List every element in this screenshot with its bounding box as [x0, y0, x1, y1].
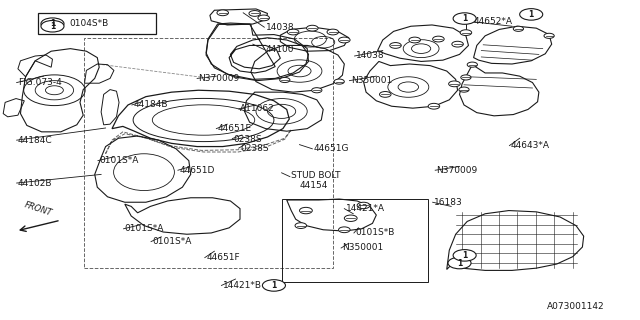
- Text: 44154: 44154: [300, 181, 328, 190]
- Text: 0104S*B: 0104S*B: [69, 19, 108, 28]
- Text: 1: 1: [462, 251, 467, 260]
- Circle shape: [217, 10, 228, 16]
- Circle shape: [461, 75, 471, 80]
- Circle shape: [295, 223, 307, 228]
- Circle shape: [380, 92, 391, 97]
- Text: 44651G: 44651G: [314, 144, 349, 153]
- Text: 1: 1: [50, 22, 55, 31]
- Circle shape: [520, 9, 543, 20]
- Text: STUD BOLT: STUD BOLT: [291, 172, 340, 180]
- Circle shape: [453, 250, 476, 261]
- Text: N370009: N370009: [436, 166, 477, 175]
- Circle shape: [249, 11, 260, 16]
- Circle shape: [258, 15, 269, 21]
- Text: 44651D: 44651D: [179, 166, 214, 175]
- Text: A073001142: A073001142: [547, 302, 605, 311]
- Text: FIG.073-4: FIG.073-4: [18, 78, 61, 87]
- Text: 1: 1: [457, 259, 462, 268]
- Circle shape: [460, 15, 472, 20]
- Text: 1: 1: [529, 10, 534, 19]
- Circle shape: [513, 26, 524, 31]
- Text: 44102B: 44102B: [18, 179, 52, 188]
- Circle shape: [312, 88, 322, 93]
- Circle shape: [41, 18, 64, 29]
- Bar: [282, 199, 428, 282]
- Text: 14038: 14038: [356, 52, 385, 60]
- Text: 14421*B: 14421*B: [223, 281, 262, 290]
- Circle shape: [428, 103, 440, 109]
- Circle shape: [287, 29, 299, 35]
- Circle shape: [327, 29, 339, 35]
- Circle shape: [344, 215, 357, 221]
- Text: FRONT: FRONT: [23, 201, 54, 218]
- Text: 0101S*A: 0101S*A: [99, 156, 139, 165]
- Circle shape: [334, 79, 344, 84]
- Text: 1: 1: [462, 14, 467, 23]
- Circle shape: [41, 20, 64, 32]
- Text: 44651F: 44651F: [206, 253, 240, 262]
- Text: 14421*A: 14421*A: [346, 204, 385, 213]
- Text: 44652*A: 44652*A: [474, 17, 513, 26]
- Text: 44643*A: 44643*A: [511, 141, 550, 150]
- Circle shape: [300, 207, 312, 214]
- Circle shape: [460, 30, 472, 36]
- Text: 44100: 44100: [266, 45, 294, 54]
- Circle shape: [307, 25, 318, 31]
- Circle shape: [357, 202, 370, 209]
- Text: N350001: N350001: [342, 244, 383, 252]
- Text: 0101S*A: 0101S*A: [152, 237, 192, 246]
- Circle shape: [262, 280, 285, 291]
- Text: 14038: 14038: [266, 23, 294, 32]
- Circle shape: [280, 77, 290, 83]
- Text: N350001: N350001: [351, 76, 392, 85]
- Text: 1: 1: [271, 281, 276, 290]
- Circle shape: [409, 37, 420, 43]
- Text: 0101S*A: 0101S*A: [125, 224, 164, 233]
- Text: 16183: 16183: [434, 198, 463, 207]
- Text: 0238S: 0238S: [240, 144, 269, 153]
- Circle shape: [448, 257, 471, 269]
- Text: 44651E: 44651E: [218, 124, 252, 133]
- Text: 0238S: 0238S: [234, 135, 262, 144]
- Text: 1: 1: [50, 19, 55, 28]
- Circle shape: [339, 227, 350, 233]
- Circle shape: [459, 87, 469, 92]
- Circle shape: [390, 43, 401, 48]
- Circle shape: [449, 81, 460, 87]
- Circle shape: [452, 41, 463, 47]
- Bar: [84, 38, 333, 268]
- FancyBboxPatch shape: [38, 13, 156, 34]
- Text: A11062: A11062: [240, 104, 275, 113]
- Text: 0101S*B: 0101S*B: [355, 228, 395, 237]
- Text: N370009: N370009: [198, 74, 239, 83]
- Circle shape: [544, 33, 554, 38]
- Circle shape: [467, 62, 477, 67]
- Circle shape: [339, 37, 350, 43]
- Text: 44184C: 44184C: [18, 136, 52, 145]
- Circle shape: [433, 36, 444, 42]
- Circle shape: [453, 13, 476, 24]
- Text: 44184B: 44184B: [133, 100, 168, 109]
